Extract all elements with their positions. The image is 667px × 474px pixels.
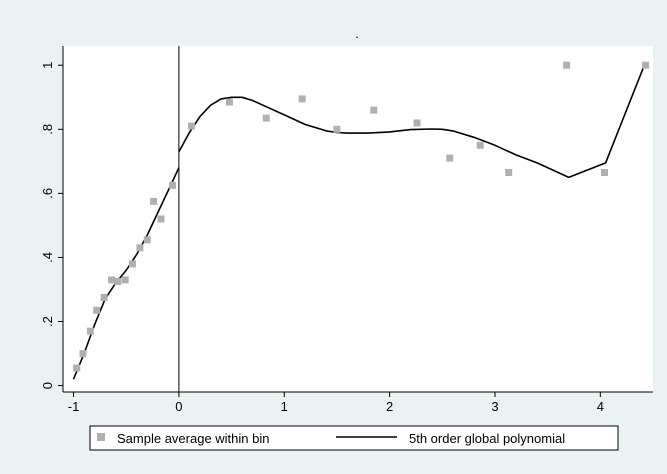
x-tick-label: 2: [386, 399, 393, 414]
scatter-point: [563, 61, 571, 69]
scatter-point: [108, 276, 115, 284]
x-tick-label: 1: [281, 399, 288, 414]
legend-label-line: 5th order global polynomial: [409, 431, 565, 446]
scatter-point: [136, 244, 144, 252]
y-tick-label: .2: [40, 316, 55, 327]
scatter-point: [226, 98, 233, 106]
legend: Sample average within bin 5th order glob…: [89, 425, 619, 451]
scatter-point: [476, 141, 484, 149]
scatter-point: [79, 350, 87, 358]
scatter-point: [114, 278, 122, 285]
axis-layer: -1 0 1 2 3 4 0 .2 .4 .6 .8 1: [40, 46, 653, 414]
scatter-point: [121, 276, 129, 284]
legend-point-marker: [97, 433, 105, 441]
x-tick-label: 0: [175, 399, 182, 414]
scatter-point: [86, 327, 94, 335]
legend-box: [89, 425, 619, 451]
y-tick-label: 1: [40, 62, 55, 69]
scatter-point: [505, 169, 513, 176]
scatter-point: [129, 260, 136, 268]
legend-label-points: Sample average within bin: [117, 431, 269, 446]
chart-title: .: [355, 26, 359, 41]
x-tick-label: -1: [68, 399, 80, 414]
scatter-point: [169, 181, 177, 189]
polynomial-line: [178, 61, 647, 179]
scatter-point: [333, 125, 341, 133]
y-tick-label: .4: [40, 252, 55, 263]
y-tick-label: .6: [40, 188, 55, 199]
scatter-point: [262, 114, 270, 122]
x-tick-label: 4: [597, 399, 604, 414]
scatter-point: [93, 306, 101, 314]
x-tick-label: 3: [491, 399, 498, 414]
scatter-point: [73, 364, 81, 372]
scatter-point: [143, 236, 151, 244]
scatter-point: [413, 119, 421, 127]
scatter-point: [100, 294, 108, 301]
scatter-point: [157, 215, 165, 223]
scatter-point: [601, 169, 608, 176]
scatter-point: [188, 122, 195, 130]
scatter-point: [446, 154, 454, 162]
y-tick-label: .8: [40, 124, 55, 135]
scatter-point: [370, 106, 378, 114]
point-layer: [73, 61, 650, 372]
plot-area: [63, 46, 653, 392]
scatter-point: [642, 61, 650, 69]
y-tick-label: 0: [40, 382, 55, 389]
scatter-point: [150, 197, 158, 205]
scatter-point: [298, 95, 306, 103]
